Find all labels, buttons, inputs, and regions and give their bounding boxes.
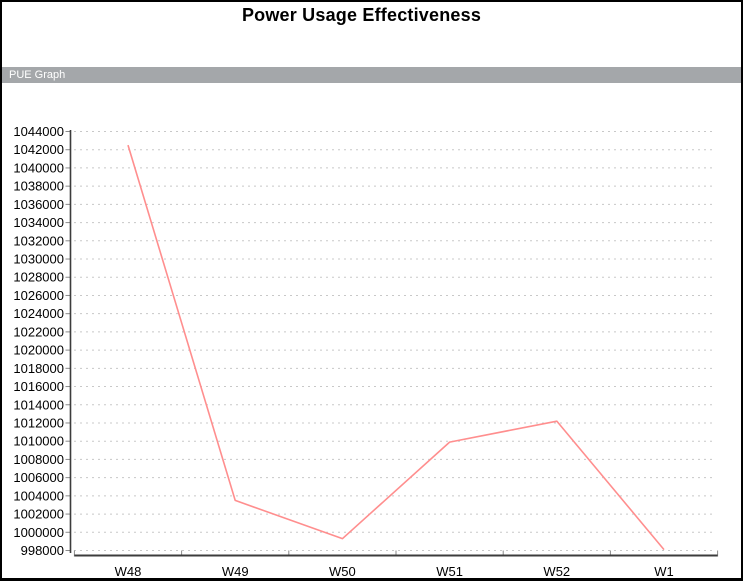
x-tick-label: W52 <box>543 564 570 579</box>
y-tick-label: 1004000 <box>13 488 64 503</box>
x-tick-label: W48 <box>115 564 142 579</box>
y-tick-label: 1030000 <box>13 252 64 267</box>
y-tick-label: 1034000 <box>13 215 64 230</box>
y-tick-label: 1042000 <box>13 142 64 157</box>
y-tick-label: 1026000 <box>13 288 64 303</box>
y-tick-label: 1000000 <box>13 525 64 540</box>
panel-header: PUE Graph <box>2 67 741 83</box>
x-tick-label: W1 <box>654 564 674 579</box>
y-tick-label: 1028000 <box>13 270 64 285</box>
y-tick-label: 1016000 <box>13 379 64 394</box>
panel-header-label: PUE Graph <box>9 69 66 81</box>
y-tick-label: 1040000 <box>13 160 64 175</box>
y-tick-label: 1044000 <box>13 124 64 139</box>
y-tick-label: 1018000 <box>13 361 64 376</box>
y-tick-label: 1020000 <box>13 343 64 358</box>
page-title: Power Usage Effectiveness <box>241 5 482 25</box>
y-tick-label: 1002000 <box>13 507 64 522</box>
y-tick-label: 998000 <box>21 543 64 558</box>
y-tick-label: 1006000 <box>13 470 64 485</box>
y-tick-label: 1014000 <box>13 397 64 412</box>
y-tick-label: 1036000 <box>13 197 64 212</box>
y-tick-label: 1024000 <box>13 306 64 321</box>
x-tick-label: W51 <box>436 564 463 579</box>
y-tick-label: 1008000 <box>13 452 64 467</box>
y-tick-label: 1010000 <box>13 434 64 449</box>
y-tick-label: 1032000 <box>13 233 64 248</box>
x-tick-label: W49 <box>222 564 249 579</box>
x-tick-label: W50 <box>329 564 356 579</box>
y-tick-label: 1022000 <box>13 324 64 339</box>
y-tick-label: 1038000 <box>13 179 64 194</box>
y-tick-label: 1012000 <box>13 415 64 430</box>
pue-series-line <box>127 144 665 551</box>
